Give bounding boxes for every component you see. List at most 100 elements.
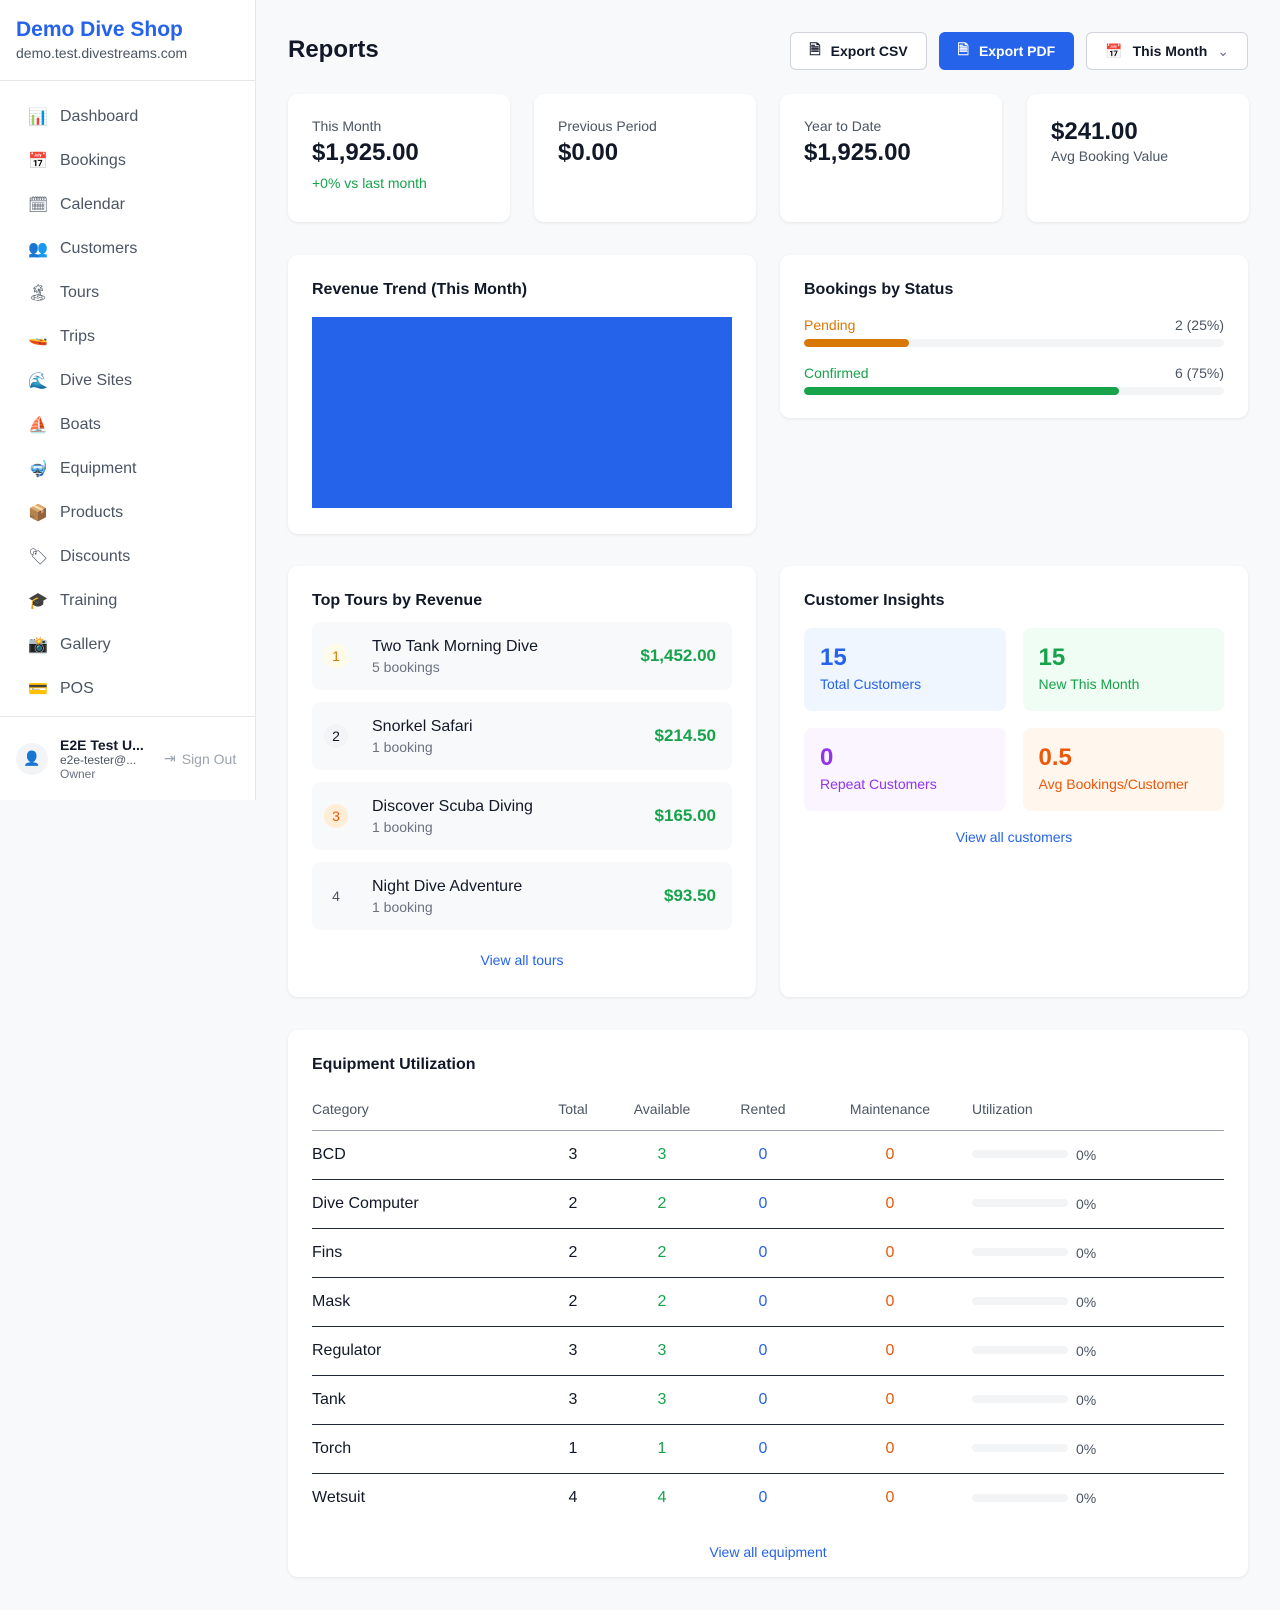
stat-label: Avg Booking Value bbox=[1051, 148, 1169, 164]
bookings-icon: 📅 bbox=[28, 153, 48, 170]
utilization-percent: 0% bbox=[1076, 1293, 1097, 1310]
sidebar-item-training[interactable]: 🎓 Training bbox=[0, 579, 255, 623]
rented-cell: 0 bbox=[718, 1228, 808, 1278]
tour-list-item[interactable]: 2 Snorkel Safari 1 booking $214.50 bbox=[312, 702, 732, 770]
column-header-rented: Rented bbox=[718, 1088, 808, 1131]
sidebar-item-dashboard[interactable]: 📊 Dashboard bbox=[0, 95, 255, 139]
tour-info: Snorkel Safari 1 booking bbox=[372, 718, 655, 755]
dive-sites-icon: 🌊 bbox=[28, 373, 48, 390]
customers-icon: 👥 bbox=[28, 241, 48, 258]
stat-label: This Month bbox=[312, 118, 382, 134]
status-progress-fill bbox=[804, 339, 909, 347]
status-progress-fill bbox=[804, 387, 1119, 395]
available-cell: 4 bbox=[657, 1488, 667, 1506]
column-header-maintenance: Maintenance bbox=[808, 1088, 972, 1131]
stat-card-this-month: This Month $1,925.00 +0% vs last month bbox=[288, 94, 510, 222]
tour-list-item[interactable]: 1 Two Tank Morning Dive 5 bookings $1,452.0… bbox=[312, 622, 732, 690]
tile-label: Repeat Customers bbox=[820, 776, 937, 792]
shop-name[interactable]: Demo Dive Shop bbox=[16, 18, 183, 41]
sidebar-item-tours[interactable]: 🏝 Tours bbox=[0, 271, 255, 315]
customer-stat-tile: 15 New This Month bbox=[1022, 628, 1224, 711]
trips-icon: 🚤 bbox=[28, 329, 48, 346]
utilization-cell: 0% bbox=[972, 1473, 1224, 1522]
file-download-icon: 🗎 bbox=[809, 41, 821, 57]
sidebar-item-gallery[interactable]: 📸 Gallery bbox=[0, 623, 255, 667]
sidebar-item-boats[interactable]: ⛵ Boats bbox=[0, 403, 255, 447]
page-title: Reports bbox=[288, 36, 379, 63]
calendar-icon: 📅 bbox=[1105, 42, 1123, 59]
view-all-tours-link[interactable]: View all tours bbox=[480, 952, 564, 968]
tour-list-item[interactable]: 3 Discover Scuba Diving 1 booking $165.00 bbox=[312, 782, 732, 850]
stat-card-previous-period: Previous Period $0.00 bbox=[534, 94, 756, 222]
rented-cell: 0 bbox=[718, 1179, 808, 1229]
table-row: Tank 3 3 0 0 0% bbox=[312, 1375, 1224, 1425]
export-csv-button[interactable]: 🗎 Export CSV bbox=[790, 32, 927, 70]
view-all-equipment-link[interactable]: View all equipment bbox=[709, 1544, 827, 1560]
maintenance-cell: 0 bbox=[808, 1326, 972, 1376]
sign-out-icon: ⇥ bbox=[164, 750, 176, 766]
sidebar-item-pos[interactable]: 💳 POS bbox=[0, 667, 255, 711]
sidebar-item-trips[interactable]: 🚤 Trips bbox=[0, 315, 255, 359]
training-icon: 🎓 bbox=[28, 593, 48, 610]
shop-domain: demo.test.divestreams.com bbox=[16, 45, 188, 61]
stat-card-avg-booking: $241.00 Avg Booking Value bbox=[1027, 94, 1249, 222]
status-row-pending: Pending 2 (25%) bbox=[804, 317, 1224, 347]
category-cell: Dive Computer bbox=[312, 1179, 540, 1229]
export-pdf-label: Export PDF bbox=[978, 43, 1056, 59]
total-cell: 3 bbox=[540, 1375, 606, 1425]
sidebar-item-discounts[interactable]: 🏷 Discounts bbox=[0, 535, 255, 579]
utilization-cell: 0% bbox=[972, 1375, 1224, 1425]
utilization-cell: 0% bbox=[972, 1326, 1224, 1376]
sidebar-item-equipment[interactable]: 🤿 Equipment bbox=[0, 447, 255, 491]
table-row: Dive Computer 2 2 0 0 0% bbox=[312, 1179, 1224, 1229]
utilization-cell: 0% bbox=[972, 1179, 1224, 1229]
category-cell: Mask bbox=[312, 1277, 540, 1327]
stat-label: Year to Date bbox=[804, 118, 882, 134]
sidebar-item-label: Products bbox=[60, 504, 124, 521]
sidebar-item-label: Customers bbox=[60, 240, 138, 257]
tour-revenue: $93.50 bbox=[664, 886, 716, 905]
period-select[interactable]: 📅 This Month ⌄ bbox=[1086, 32, 1248, 70]
sidebar-item-label: Dashboard bbox=[60, 108, 139, 125]
available-cell: 2 bbox=[606, 1277, 718, 1327]
utilization-percent: 0% bbox=[1076, 1391, 1097, 1408]
sidebar-nav: 📊 Dashboard 📅 Bookings 🗓 Calendar 👥 Customers 🏝 T… bbox=[0, 81, 255, 711]
column-header-available: Available bbox=[606, 1088, 718, 1131]
status-row-header: Pending 2 (25%) bbox=[804, 317, 1224, 333]
stat-value: $0.00 bbox=[558, 139, 619, 166]
maintenance-cell: 0 bbox=[808, 1424, 972, 1474]
utilization-bar bbox=[972, 1493, 1068, 1502]
sidebar-item-label: Discounts bbox=[60, 548, 131, 565]
rented-cell: 0 bbox=[718, 1326, 808, 1376]
sidebar-item-products[interactable]: 📦 Products bbox=[0, 491, 255, 535]
status-count: 6 (75%) bbox=[1174, 365, 1224, 381]
utilization-bar bbox=[972, 1346, 1068, 1355]
sidebar-item-customers[interactable]: 👥 Customers bbox=[0, 227, 255, 271]
pos-icon: 💳 bbox=[28, 681, 48, 698]
sidebar-item-dive-sites[interactable]: 🌊 Dive Sites bbox=[0, 359, 255, 403]
utilization-percent: 0% bbox=[1076, 1489, 1097, 1506]
dashboard-icon: 📊 bbox=[28, 109, 48, 126]
utilization-percent: 0% bbox=[1076, 1342, 1097, 1359]
sidebar-item-label: Boats bbox=[60, 416, 101, 433]
tour-revenue: $214.50 bbox=[654, 726, 716, 745]
view-all-customers-link[interactable]: View all customers bbox=[955, 829, 1073, 845]
tour-rank-badge: 2 bbox=[324, 724, 348, 748]
rented-cell: 0 bbox=[718, 1130, 808, 1180]
card-title: Top Tours by Revenue bbox=[312, 592, 483, 609]
tours-icon: 🏝 bbox=[28, 285, 49, 302]
maintenance-cell: 0 bbox=[885, 1488, 895, 1506]
rented-cell: 0 bbox=[758, 1488, 768, 1506]
export-pdf-button[interactable]: 🗎 Export PDF bbox=[938, 32, 1075, 70]
utilization-cell: 0% bbox=[972, 1277, 1224, 1327]
tour-list-item[interactable]: 4 Night Dive Adventure 1 booking $93.50 bbox=[312, 862, 732, 930]
tile-value: 15 bbox=[1038, 644, 1066, 671]
sign-out-button[interactable]: ⇥ Sign Out bbox=[164, 750, 236, 767]
sidebar-item-calendar[interactable]: 🗓 Calendar bbox=[0, 183, 255, 227]
tour-info: Two Tank Morning Dive 5 bookings bbox=[372, 638, 640, 675]
sidebar-item-bookings[interactable]: 📅 Bookings bbox=[0, 139, 255, 183]
tour-revenue: $1,452.00 bbox=[640, 646, 716, 665]
maintenance-cell: 0 bbox=[808, 1277, 972, 1327]
column-header-category: Category bbox=[312, 1088, 540, 1131]
tile-value: 0 bbox=[820, 744, 834, 771]
